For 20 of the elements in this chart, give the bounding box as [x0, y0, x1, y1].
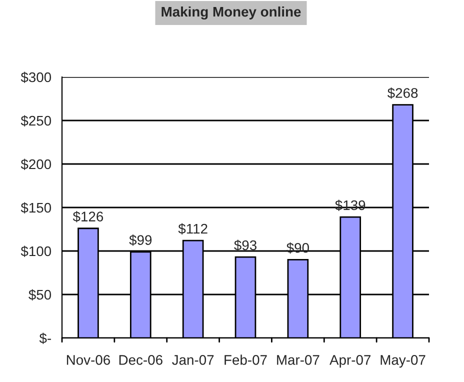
x-tick-label: Nov-06: [66, 355, 110, 365]
y-tick-label: $150: [20, 202, 52, 214]
x-tick-label: Mar-07: [277, 355, 320, 365]
x-tick-label: Jan-07: [172, 355, 214, 365]
data-label: $126: [72, 211, 104, 222]
x-tick-label: Feb-07: [224, 354, 267, 365]
chart-title: Making Money online: [162, 6, 301, 20]
data-label: $93: [234, 240, 256, 252]
data-label: $268: [387, 88, 418, 99]
x-tick-label: Apr-07: [330, 355, 371, 368]
y-tick-label: $300: [20, 72, 52, 83]
y-tick-label: $250: [20, 115, 52, 126]
y-tick-label: $200: [20, 158, 52, 170]
x-tick-label: May-07: [380, 355, 426, 368]
y-tick-label: $100: [20, 246, 52, 257]
data-label: $99: [129, 234, 152, 246]
data-label: $112: [178, 223, 208, 234]
x-tick-label: Dec-06: [119, 355, 162, 365]
y-tick-label: $-: [39, 332, 51, 344]
y-tick-label: $50: [28, 289, 52, 300]
